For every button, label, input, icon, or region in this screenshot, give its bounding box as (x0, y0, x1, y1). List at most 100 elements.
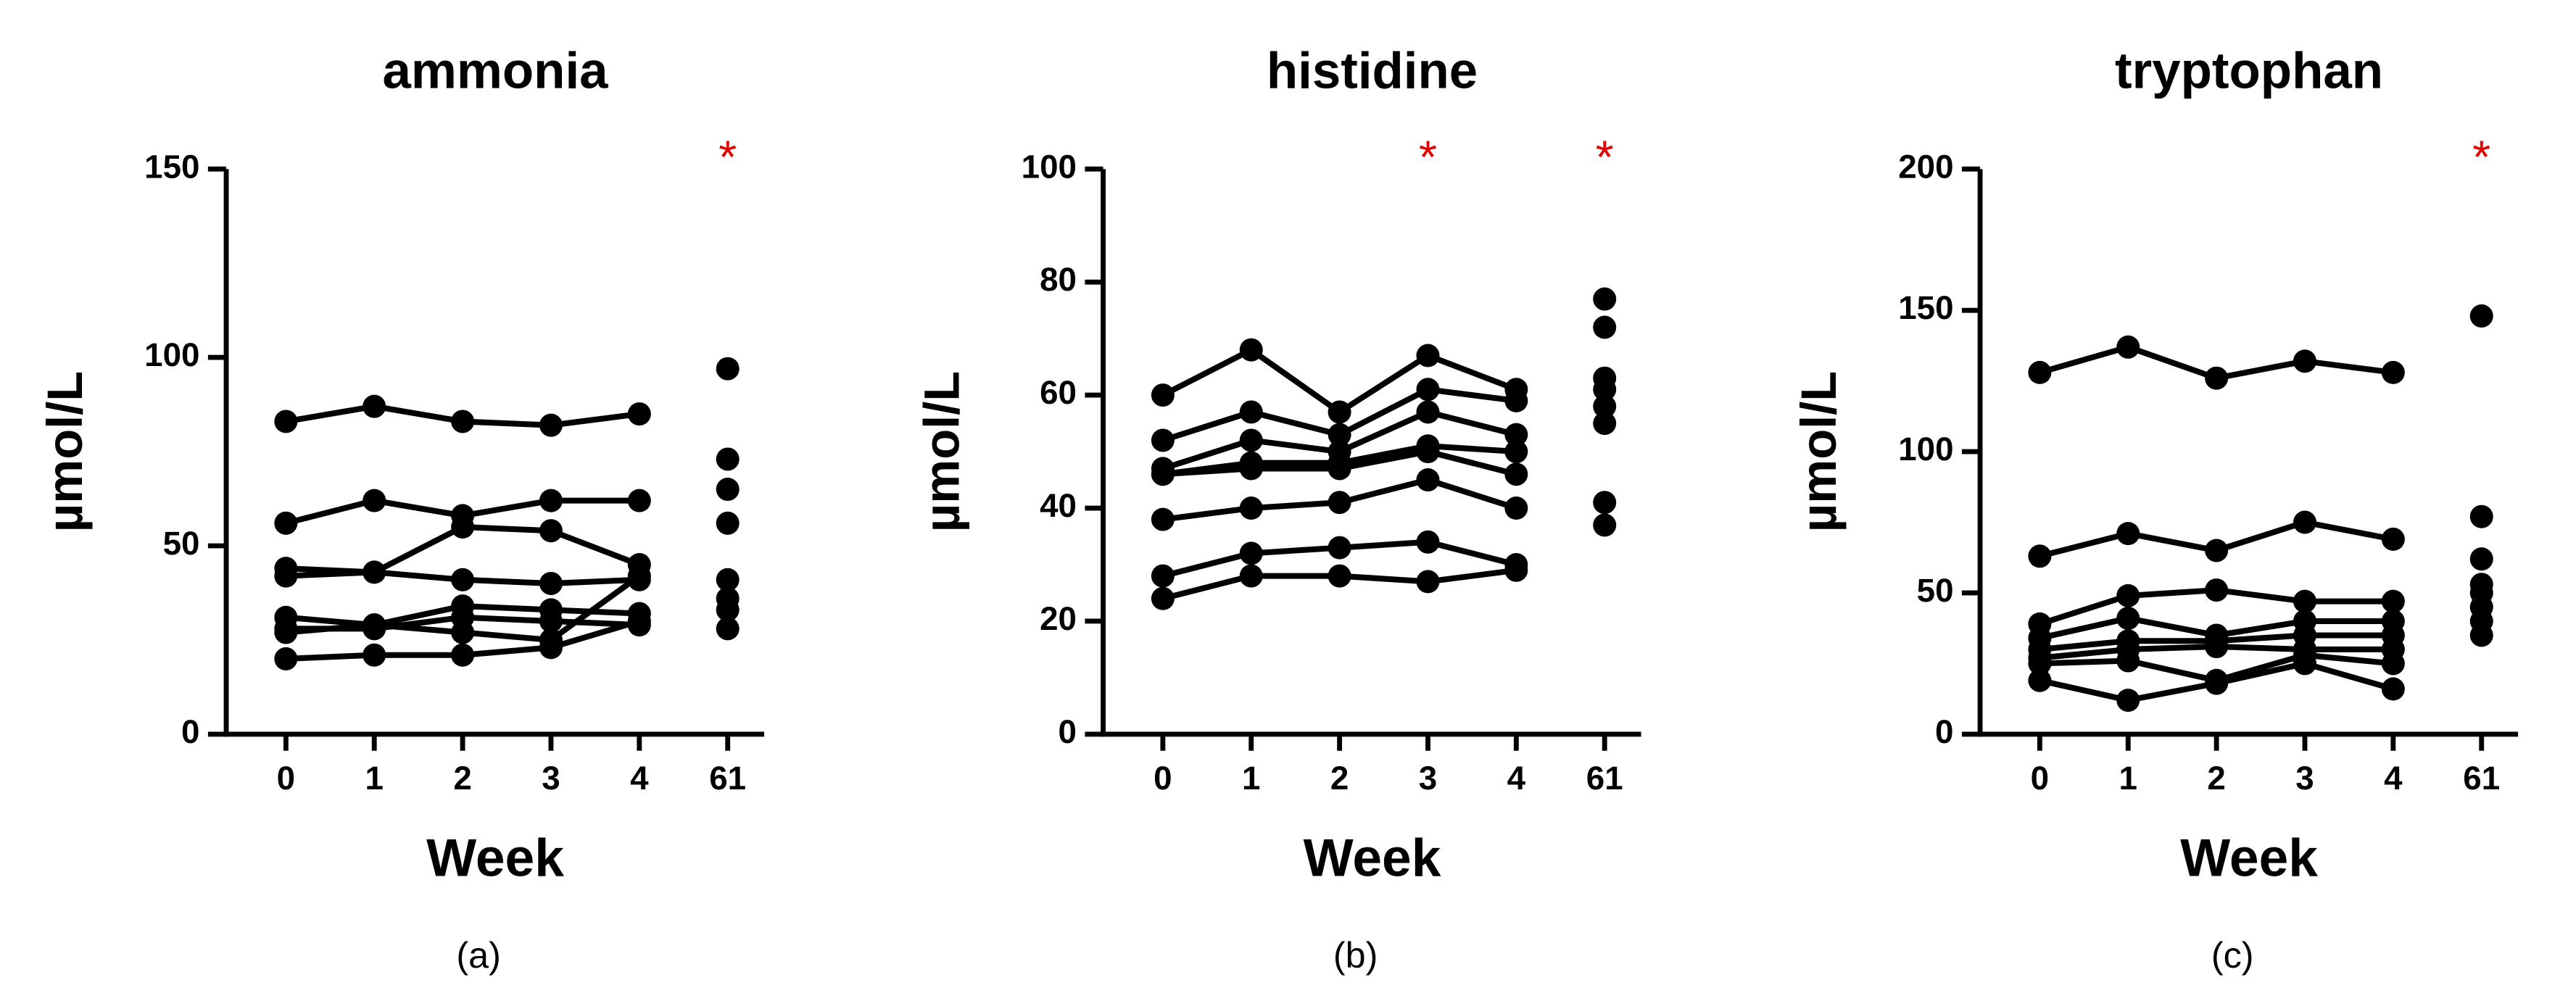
line-segment (1251, 437, 1341, 455)
data-point (1239, 497, 1263, 520)
data-point (363, 613, 386, 637)
line-segment (1161, 437, 1252, 472)
data-point (451, 410, 475, 433)
line-segment (1338, 449, 1429, 472)
line-segment (2304, 358, 2394, 375)
data-point (274, 620, 298, 644)
data-point (539, 636, 563, 660)
data-point (539, 413, 563, 437)
significance-star: * (1419, 131, 1437, 183)
data-point (274, 410, 298, 433)
data-point (1593, 412, 1617, 436)
data-point (1416, 440, 1440, 464)
line-segment (1428, 443, 1517, 455)
line-segment (550, 607, 639, 617)
line-segment (2303, 660, 2394, 692)
line-segment (373, 524, 464, 575)
data-point (451, 568, 475, 591)
line-segment (2304, 519, 2394, 542)
x-tick-label: 61 (2463, 760, 2500, 797)
data-point (1593, 491, 1617, 515)
line-segment (1162, 505, 1252, 523)
data-point (1328, 400, 1351, 424)
line-segment (1427, 386, 1517, 404)
data-point (1239, 564, 1263, 588)
y-axis-label: µmol/L (37, 371, 93, 532)
data-point (539, 489, 563, 512)
data-point (1504, 497, 1528, 520)
line-segment (285, 497, 376, 526)
data-point (1151, 462, 1175, 486)
line-segment (2215, 519, 2306, 554)
data-point (1504, 440, 1528, 464)
data-point (2116, 689, 2140, 713)
data-point (2293, 589, 2316, 613)
x-tick-label: 1 (1242, 760, 1260, 797)
data-point (274, 511, 298, 535)
x-tick-label: 1 (2119, 760, 2137, 797)
y-tick-label: 200 (1898, 148, 1953, 185)
line-segment (1427, 352, 1517, 393)
line-segment (373, 569, 463, 583)
line-segment (1338, 386, 1430, 438)
line-segment (1251, 544, 1340, 557)
data-point (539, 609, 563, 633)
line-segment (462, 418, 552, 428)
line-segment (549, 573, 642, 643)
line-segment (2128, 587, 2217, 599)
data-point (1328, 491, 1351, 515)
data-point (716, 357, 740, 381)
data-point (1151, 564, 1175, 588)
line-segment (286, 622, 375, 636)
data-point (1151, 383, 1175, 407)
caption: (b) (1333, 934, 1378, 976)
data-point (363, 643, 386, 667)
line-segment (2039, 615, 2129, 641)
line-segment (2127, 615, 2217, 639)
line-segment (2039, 657, 2129, 667)
line-segment (2039, 638, 2129, 652)
x-tick-label: 3 (542, 760, 560, 797)
data-point (716, 617, 740, 641)
data-point (2205, 366, 2229, 390)
chart-title: ammonia (382, 43, 608, 100)
data-point (1151, 586, 1175, 610)
x-axis-label: Week (2180, 828, 2318, 887)
line-segment (2039, 677, 2129, 704)
data-point (1328, 457, 1351, 481)
x-tick-label: 4 (2384, 760, 2403, 797)
y-tick-label: 40 (1040, 487, 1077, 524)
data-point (1504, 558, 1528, 582)
data-point (2028, 544, 2052, 568)
line-segment (1338, 409, 1430, 454)
x-axis-label: Week (426, 828, 564, 887)
data-point (1416, 378, 1440, 402)
y-tick-label: 150 (1898, 289, 1953, 326)
data-point (1239, 541, 1263, 565)
line-segment (1427, 449, 1517, 478)
line-segment (1427, 477, 1517, 511)
y-tick-label: 50 (1917, 572, 1954, 609)
line-segment (462, 603, 552, 613)
x-tick-label: 1 (365, 760, 384, 797)
data-point (1504, 423, 1528, 446)
y-tick-label: 0 (1059, 713, 1077, 750)
chart-title: histidine (1267, 43, 1478, 100)
data-point (1416, 570, 1440, 594)
line-segment (2216, 632, 2306, 644)
line-segment (2127, 531, 2217, 554)
data-point (1239, 338, 1263, 362)
line-segment (2216, 660, 2306, 686)
line-segment (2304, 652, 2394, 667)
y-tick-label: 50 (163, 525, 200, 562)
data-point (2293, 510, 2316, 534)
line-segment (462, 524, 552, 534)
x-tick-label: 4 (1507, 760, 1526, 797)
data-point (2028, 360, 2052, 384)
data-point (627, 564, 651, 588)
y-tick-label: 60 (1040, 374, 1077, 411)
x-axis-label: Week (1304, 828, 1441, 887)
data-point (2028, 652, 2052, 676)
caption: (c) (2211, 934, 2254, 976)
